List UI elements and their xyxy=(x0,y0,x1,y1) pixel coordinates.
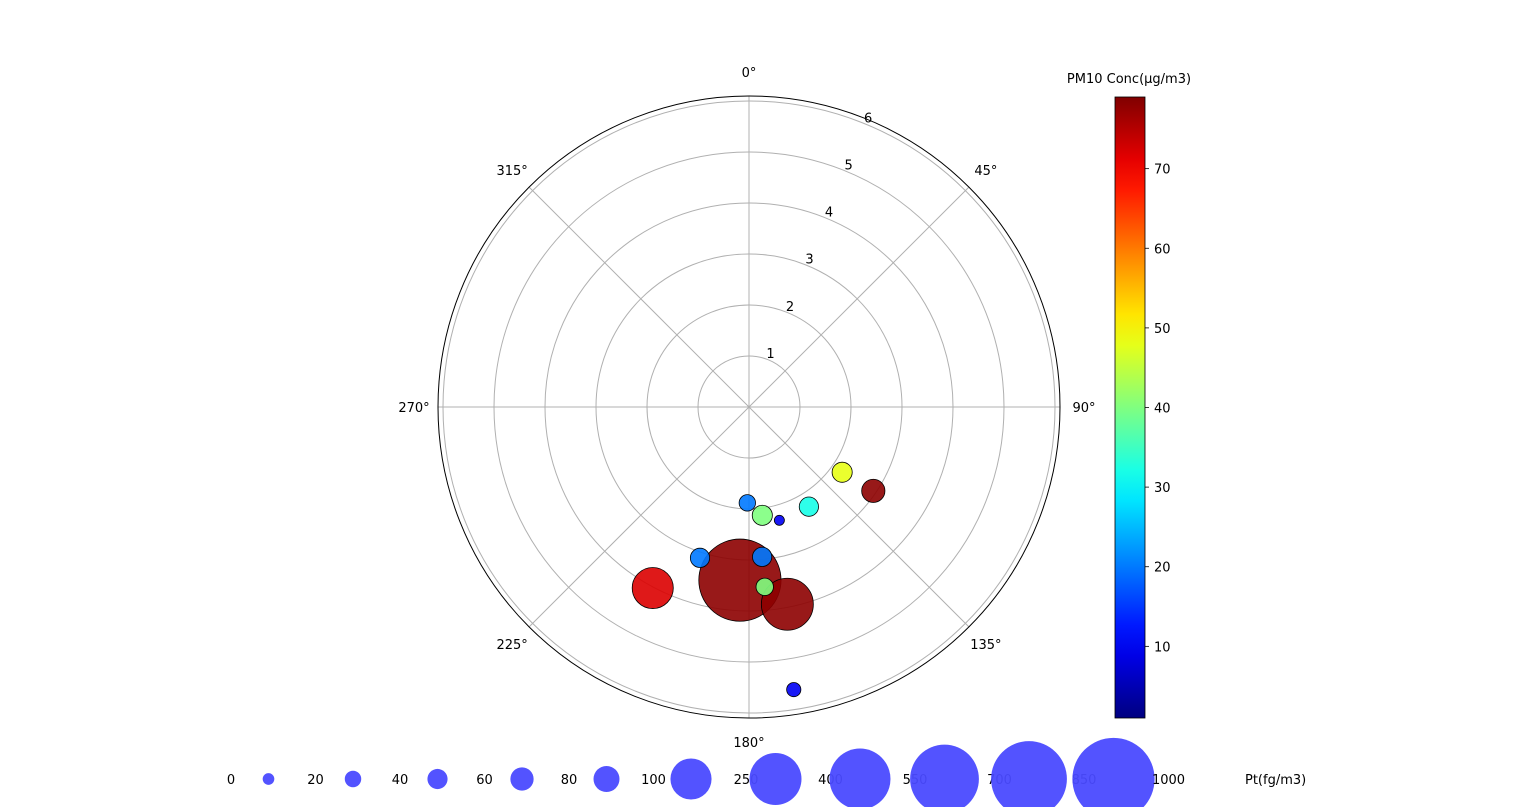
size-legend-marker xyxy=(910,744,979,807)
data-point xyxy=(631,567,674,609)
size-legend-label: 40 xyxy=(392,773,409,788)
size-legend-label: 60 xyxy=(476,773,493,788)
size-legend-label: 20 xyxy=(307,773,324,788)
theta-tick-label: 90° xyxy=(1072,401,1095,416)
theta-tick-label: 45° xyxy=(974,164,997,179)
theta-grid-line xyxy=(748,186,970,408)
size-legend-label: 1000 xyxy=(1152,773,1185,788)
theta-tick-label: 270° xyxy=(398,401,429,416)
colorbar-tick-label: 50 xyxy=(1154,322,1171,337)
size-legend-marker xyxy=(344,770,362,788)
size-legend-marker xyxy=(593,766,620,792)
theta-tick-label: 180° xyxy=(733,736,764,751)
theta-tick-label: 315° xyxy=(496,164,527,179)
size-legend: Pt(fg/m3) 020406080100250400550700850100… xyxy=(227,737,1306,807)
colorbar-title: PM10 Conc(μg/m3) xyxy=(1067,72,1191,87)
size-legend-marker xyxy=(427,768,448,790)
size-legend-marker xyxy=(670,758,712,800)
colorbar: PM10 Conc(μg/m3) 10 20 30 40 50 60 70 xyxy=(1067,72,1191,719)
r-tick-label: 6 xyxy=(864,111,872,126)
colorbar-tick-label: 70 xyxy=(1154,163,1171,178)
size-legend-marker xyxy=(829,748,891,807)
data-point xyxy=(738,494,756,512)
size-legend-marker xyxy=(262,773,275,785)
size-legend-label: 0 xyxy=(227,773,235,788)
colorbar-tick-label: 30 xyxy=(1154,481,1171,496)
r-tick-label: 5 xyxy=(844,158,852,173)
data-point xyxy=(831,461,853,483)
theta-tick-label: 0° xyxy=(742,66,757,81)
size-legend-marker xyxy=(749,753,802,805)
polar-grid xyxy=(437,95,1061,719)
data-point xyxy=(861,478,886,503)
size-legend-marker xyxy=(510,767,534,791)
colorbar-gradient xyxy=(1114,96,1146,719)
data-points xyxy=(631,461,886,698)
data-point xyxy=(689,547,711,568)
data-point xyxy=(751,504,773,526)
polar-outer-frame xyxy=(437,95,1061,719)
size-legend-label: 80 xyxy=(561,773,578,788)
colorbar-tick-label: 40 xyxy=(1154,402,1171,417)
data-point xyxy=(798,496,819,517)
colorbar-ticks: 10 20 30 40 50 60 70 xyxy=(1145,163,1171,655)
size-legend-title: Pt(fg/m3) xyxy=(1245,773,1306,788)
angular-tick-labels: 0° 45° 90° 135° 180° 225° 270° 315° xyxy=(398,66,1095,751)
data-point xyxy=(773,514,785,526)
colorbar-tick-label: 60 xyxy=(1154,242,1171,257)
r-tick-label: 4 xyxy=(825,206,833,221)
data-point xyxy=(755,577,774,596)
r-tick-label: 1 xyxy=(766,347,774,362)
size-legend-label: 100 xyxy=(641,773,666,788)
size-legend-marker xyxy=(1072,737,1155,807)
r-tick-label: 3 xyxy=(805,253,813,268)
size-legend-marker xyxy=(991,741,1067,807)
data-point xyxy=(760,577,814,631)
theta-grid-line xyxy=(528,406,750,628)
r-tick-label: 2 xyxy=(786,300,794,315)
data-point xyxy=(786,682,802,698)
theta-tick-label: 135° xyxy=(970,638,1001,653)
theta-tick-label: 225° xyxy=(496,638,527,653)
theta-grid-line xyxy=(528,186,750,408)
data-point xyxy=(752,546,773,567)
colorbar-tick-label: 20 xyxy=(1154,561,1171,576)
colorbar-tick-label: 10 xyxy=(1154,640,1171,655)
radial-tick-labels: 1 2 3 4 5 6 xyxy=(766,111,872,362)
theta-grid-line xyxy=(748,406,970,628)
